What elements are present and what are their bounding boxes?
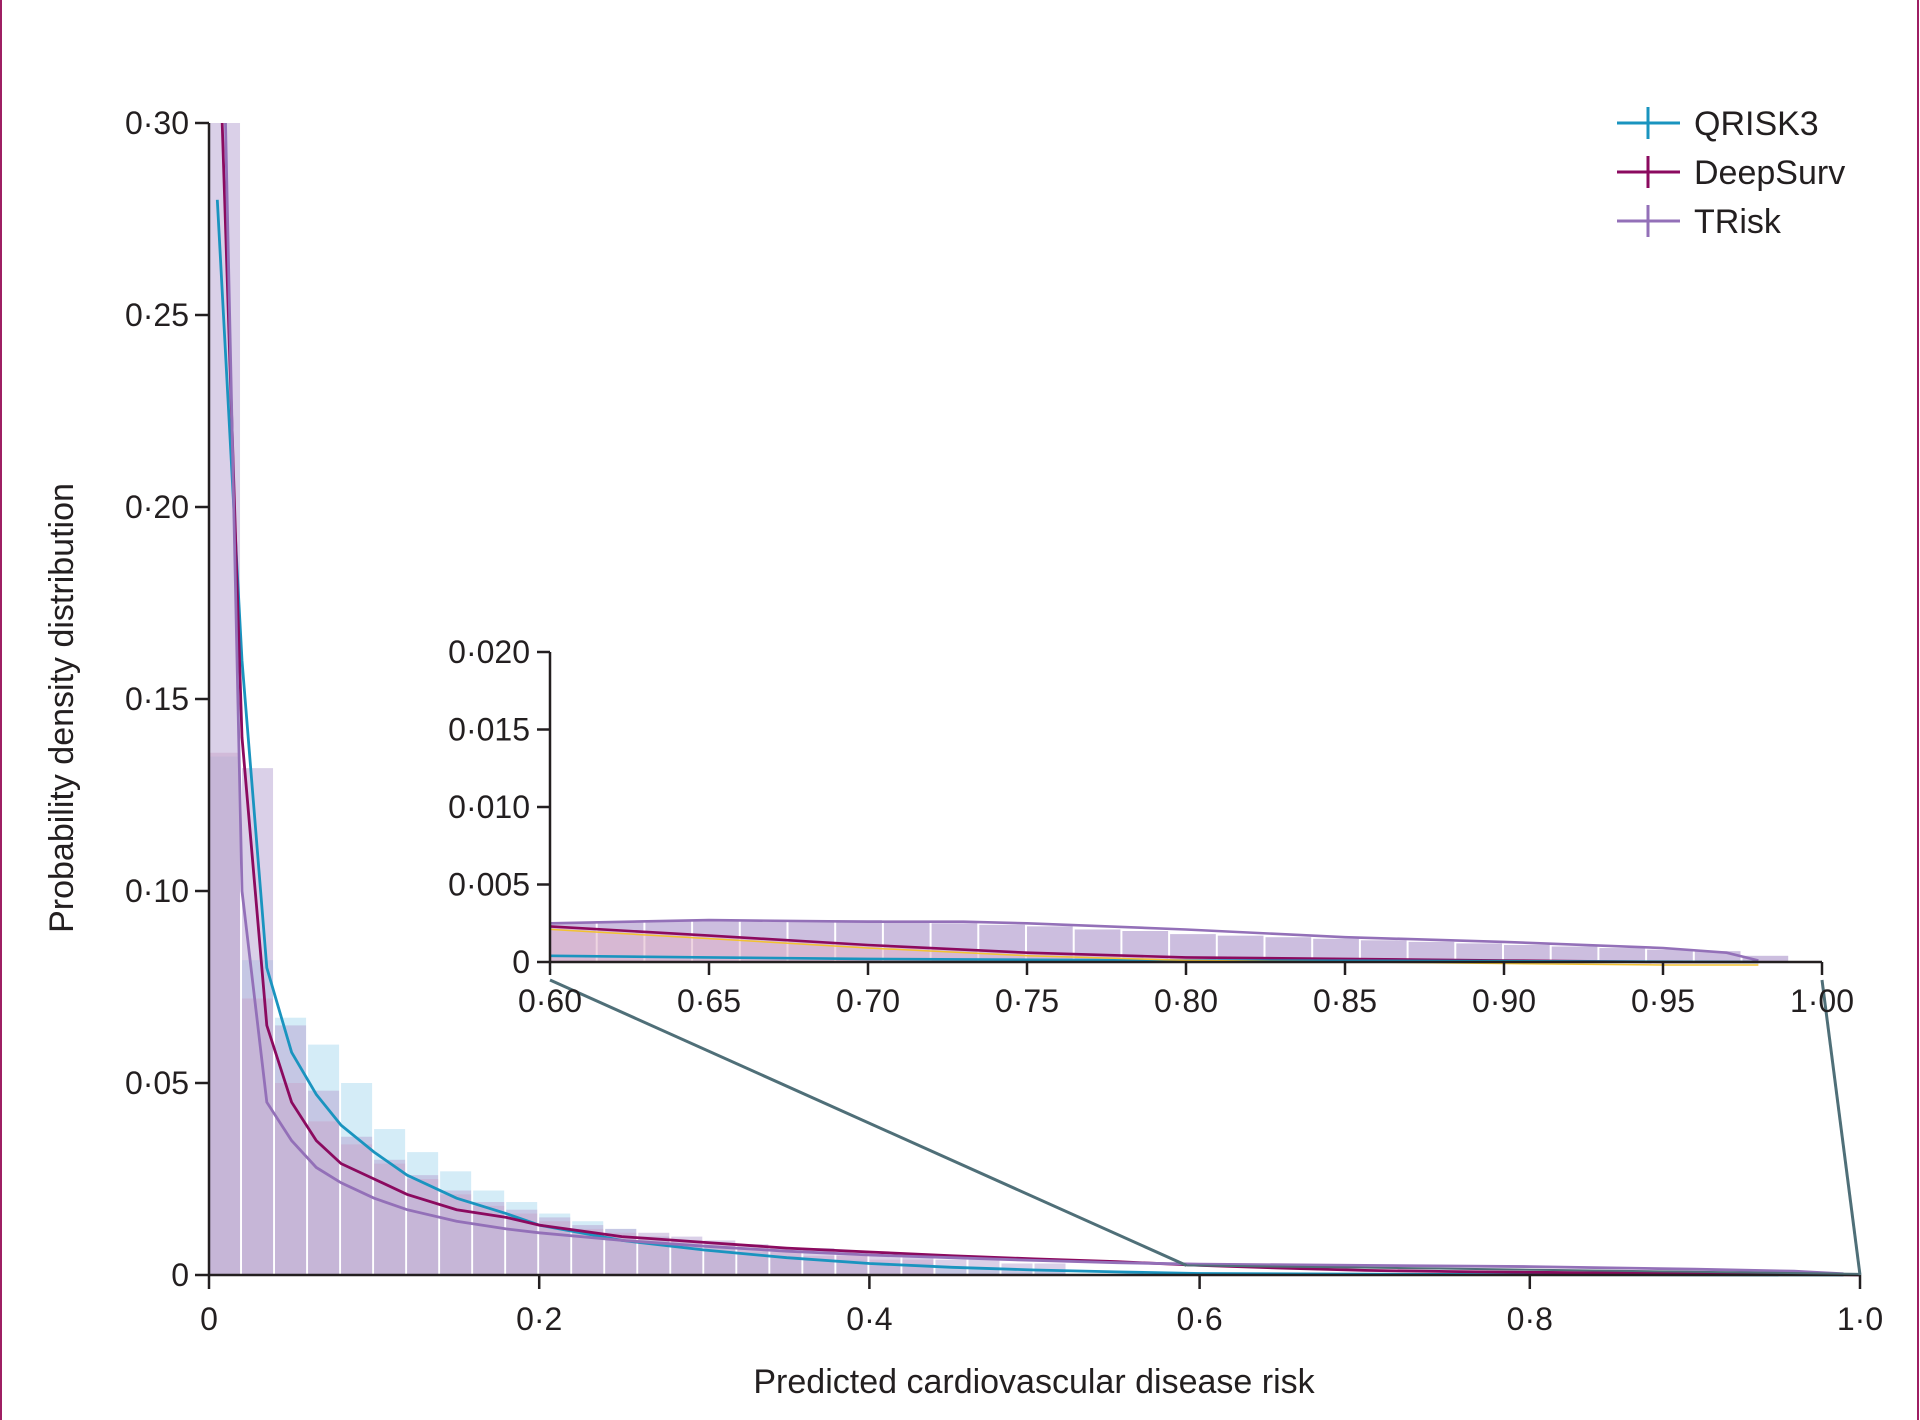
- trisk-inset-bar: [1551, 946, 1598, 962]
- inset-x-tick-label: 0·85: [1313, 983, 1377, 1019]
- trisk-inset-bar: [1599, 948, 1646, 962]
- y-tick-label: 0·05: [125, 1065, 189, 1101]
- trisk-inset-bar: [1456, 943, 1502, 962]
- inset-x-tick-label: 0·80: [1154, 983, 1218, 1019]
- x-tick-label: 0: [200, 1301, 218, 1337]
- y-tick-label: 0·25: [125, 297, 189, 333]
- inset-y-tick-label: 0·010: [448, 789, 530, 825]
- trisk-inset-bar: [1694, 951, 1741, 962]
- x-axis-label: Predicted cardiovascular disease risk: [753, 1363, 1315, 1401]
- legend: QRISK3 DeepSurv TRisk: [1617, 105, 1845, 241]
- trisk-legend-label: TRisk: [1694, 203, 1782, 241]
- inset-y-tick-label: 0·015: [448, 712, 530, 748]
- inset-x-tick-label: 1·00: [1790, 983, 1854, 1019]
- zoom-connector-lines: [549, 978, 1862, 1276]
- trisk-inset-curve: [549, 918, 1759, 962]
- zoom-connector-right: [1820, 979, 1862, 1276]
- trisk-bar: [407, 1175, 439, 1275]
- x-tick-label: 0·8: [1507, 1301, 1553, 1337]
- deepsurv-legend-label: DeepSurv: [1694, 154, 1845, 192]
- y-tick-label: 0·20: [125, 489, 189, 525]
- inset-y-tick-label: 0·020: [448, 634, 530, 670]
- inset-y-tick-label: 0: [512, 944, 530, 980]
- main-plot: 0 0·2 0·4 0·6 0·8 1·000·050·100·150·200·250·3…: [125, 105, 1883, 1337]
- inset-y-tick-label: 0·005: [448, 867, 530, 903]
- y-tick-label: 0·30: [125, 105, 189, 141]
- y-tick-label: 0: [171, 1257, 189, 1293]
- inset-x-tick-label: 0·95: [1631, 983, 1695, 1019]
- trisk-inset-bar: [1360, 940, 1407, 962]
- trisk-curve: [224, 122, 1844, 1276]
- zoom-connector-left: [549, 978, 1188, 1267]
- main-density-curves: [215, 122, 1861, 1277]
- trisk-bar: [341, 1136, 373, 1275]
- main-histogram-bars: [209, 123, 1066, 1275]
- y-axis-label: Probability density distribution: [43, 483, 81, 933]
- trisk-bar: [209, 123, 241, 1275]
- inset-plot: 0·60 0·65 0·70 0·75 0·80 0·85 0·90 0·95 1·00 0 0·0…: [448, 634, 1854, 1019]
- inset-x-tick-label: 0·70: [836, 983, 900, 1019]
- y-tick-label: 0·10: [125, 873, 189, 909]
- trisk-bar: [308, 1090, 340, 1275]
- trisk-inset-bar: [1408, 941, 1455, 962]
- x-tick-label: 0·4: [846, 1301, 892, 1337]
- x-tick-label: 0·2: [516, 1301, 562, 1337]
- x-tick-label: 0·6: [1176, 1301, 1222, 1337]
- qrisk3-legend-label: QRISK3: [1694, 105, 1819, 143]
- inset-accent-curve: [549, 928, 1759, 966]
- inset-axes: 0·60 0·65 0·70 0·75 0·80 0·85 0·90 0·95 1·00 0 0·0…: [448, 634, 1854, 1019]
- deepsurv-inset-area: [550, 926, 1759, 962]
- trisk-inset-bar: [1504, 944, 1550, 962]
- zoom-range-line: [1186, 1264, 1861, 1275]
- trisk-inset-bar: [1313, 938, 1359, 962]
- deepsurv-curve: [220, 122, 1861, 1277]
- trisk-inset-bar: [1742, 955, 1789, 962]
- inset-x-tick-label: 0·65: [677, 983, 741, 1019]
- inset-x-tick-label: 0·75: [995, 983, 1059, 1019]
- x-tick-label: 1·0: [1837, 1301, 1883, 1337]
- trisk-bar: [374, 1159, 406, 1275]
- trisk-bar: [440, 1190, 472, 1275]
- trisk-inset-bar: [1647, 949, 1693, 962]
- inset-x-tick-label: 0·90: [1472, 983, 1536, 1019]
- y-tick-label: 0·15: [125, 681, 189, 717]
- main-axes: 0 0·2 0·4 0·6 0·8 1·000·050·100·150·200·250·3…: [125, 105, 1883, 1337]
- inset-x-tick-label: 0·60: [518, 983, 582, 1019]
